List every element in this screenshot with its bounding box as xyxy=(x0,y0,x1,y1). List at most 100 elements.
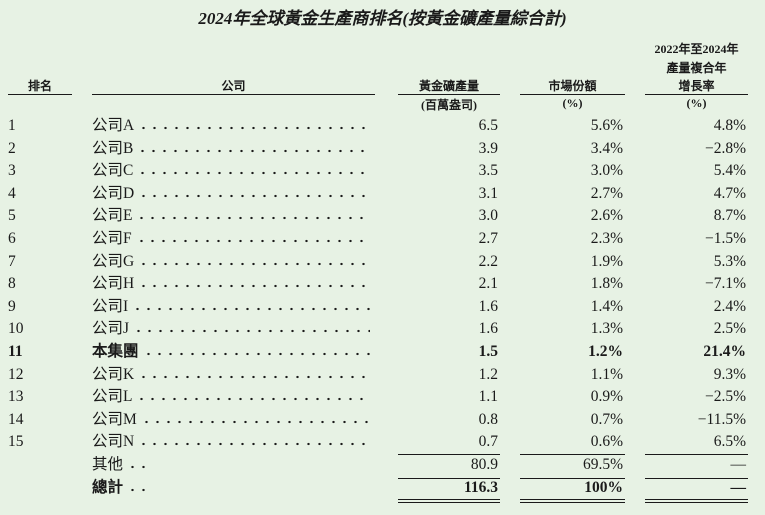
cagr: — xyxy=(730,456,747,473)
leader-dots xyxy=(138,193,371,198)
company-name: 公司F xyxy=(92,230,132,247)
rank: 12 xyxy=(8,365,24,383)
leader-dots xyxy=(127,465,150,469)
share: 3.4% xyxy=(590,139,623,157)
cagr: −1.5% xyxy=(704,230,746,247)
title: 2024年全球黃金生產商排名(按黃金礦產量綜合計) xyxy=(198,9,567,28)
share: 2.3% xyxy=(590,230,623,247)
share: 0.6% xyxy=(590,433,623,451)
rank: 3 xyxy=(8,162,16,180)
share: 2.6% xyxy=(590,207,623,225)
header-cagr: 產量複合年 xyxy=(666,60,727,75)
header-share: 市場份額 xyxy=(548,79,597,93)
share: 5.6% xyxy=(590,117,623,134)
cagr: 21.4% xyxy=(703,343,746,360)
header-cagr: 2022年至2024年 xyxy=(654,42,739,56)
cagr: −7.1% xyxy=(704,275,746,293)
company-name: 公司M xyxy=(92,410,137,428)
double-rule xyxy=(645,502,748,503)
cagr: −11.5% xyxy=(697,410,746,428)
company: 其他 xyxy=(92,455,150,475)
company: 公司M xyxy=(92,410,370,430)
rank: 1 xyxy=(8,117,16,134)
company-name: 公司J xyxy=(92,320,130,338)
company: 公司L xyxy=(92,387,371,407)
cagr: — xyxy=(730,479,747,497)
header-rule xyxy=(520,94,625,95)
total-rule xyxy=(520,477,625,479)
double-rule xyxy=(520,499,625,500)
cagr: 9.3% xyxy=(713,365,746,383)
company-name: 公司I xyxy=(92,297,129,315)
leader-dots xyxy=(132,306,371,311)
output: 1.5 xyxy=(478,343,498,360)
output: 1.6 xyxy=(478,297,498,315)
header-rule xyxy=(92,94,375,95)
header-company: 公司 xyxy=(221,79,246,93)
rank: 13 xyxy=(8,388,24,406)
rank: 5 xyxy=(8,207,16,225)
output: 2.7 xyxy=(478,230,498,247)
double-rule xyxy=(398,499,500,500)
company-name: 公司N xyxy=(92,433,135,451)
output: 3.9 xyxy=(478,139,498,157)
double-rule xyxy=(645,499,748,500)
cagr: 2.5% xyxy=(713,320,746,338)
company: 公司F xyxy=(92,229,370,249)
company-name: 公司C xyxy=(92,162,134,180)
leader-dots xyxy=(127,488,150,493)
header-unit: (百萬盎司) xyxy=(421,98,477,112)
subtotal-rule xyxy=(645,454,748,455)
company: 公司D xyxy=(92,184,371,204)
output: 1.1 xyxy=(478,388,498,406)
output: 1.6 xyxy=(478,320,498,338)
share: 1.8% xyxy=(590,275,623,293)
header-rank: 排名 xyxy=(27,79,52,93)
rank: 9 xyxy=(8,297,16,315)
company: 公司A xyxy=(92,116,371,136)
cagr: 4.8% xyxy=(713,117,746,134)
share: 0.7% xyxy=(590,410,623,428)
share: 3.0% xyxy=(590,162,623,180)
leader-dots xyxy=(138,374,371,379)
header-rule xyxy=(645,94,748,95)
share: 100% xyxy=(584,479,623,497)
company: 公司E xyxy=(92,206,371,226)
share: 69.5% xyxy=(582,456,623,473)
subtotal-rule xyxy=(398,454,500,455)
leader-dots xyxy=(140,419,370,424)
header-output: 黃金礦產量 xyxy=(418,79,479,93)
cagr: 6.5% xyxy=(713,433,746,451)
rank: 4 xyxy=(8,184,16,202)
company: 本集團 xyxy=(92,342,370,362)
header-cagr: 增長率 xyxy=(678,79,715,93)
leader-dots xyxy=(138,442,371,447)
leader-dots xyxy=(136,216,371,221)
company-name: 總計 xyxy=(92,479,124,497)
double-rule xyxy=(398,502,500,503)
header-rule xyxy=(398,94,500,95)
subtotal-rule xyxy=(520,454,625,455)
leader-dots xyxy=(136,397,371,402)
company-name: 公司G xyxy=(92,252,135,270)
output: 0.8 xyxy=(478,410,498,428)
rank: 6 xyxy=(8,230,16,247)
company-name: 公司D xyxy=(92,184,135,202)
output: 1.2 xyxy=(478,365,498,383)
double-rule xyxy=(520,502,625,503)
leader-dots xyxy=(142,352,370,356)
output: 116.3 xyxy=(463,479,498,497)
cagr: 5.3% xyxy=(713,252,746,270)
company-name: 公司L xyxy=(92,388,133,406)
company: 公司C xyxy=(92,161,371,181)
company: 總計 xyxy=(92,478,150,498)
company: 公司I xyxy=(92,297,371,317)
company-name: 公司B xyxy=(92,139,134,157)
leader-dots xyxy=(135,239,370,243)
leader-dots xyxy=(137,171,371,176)
cagr: 2.4% xyxy=(713,297,746,315)
leader-dots xyxy=(137,148,371,153)
company: 公司N xyxy=(92,432,371,452)
company: 公司K xyxy=(92,365,371,385)
